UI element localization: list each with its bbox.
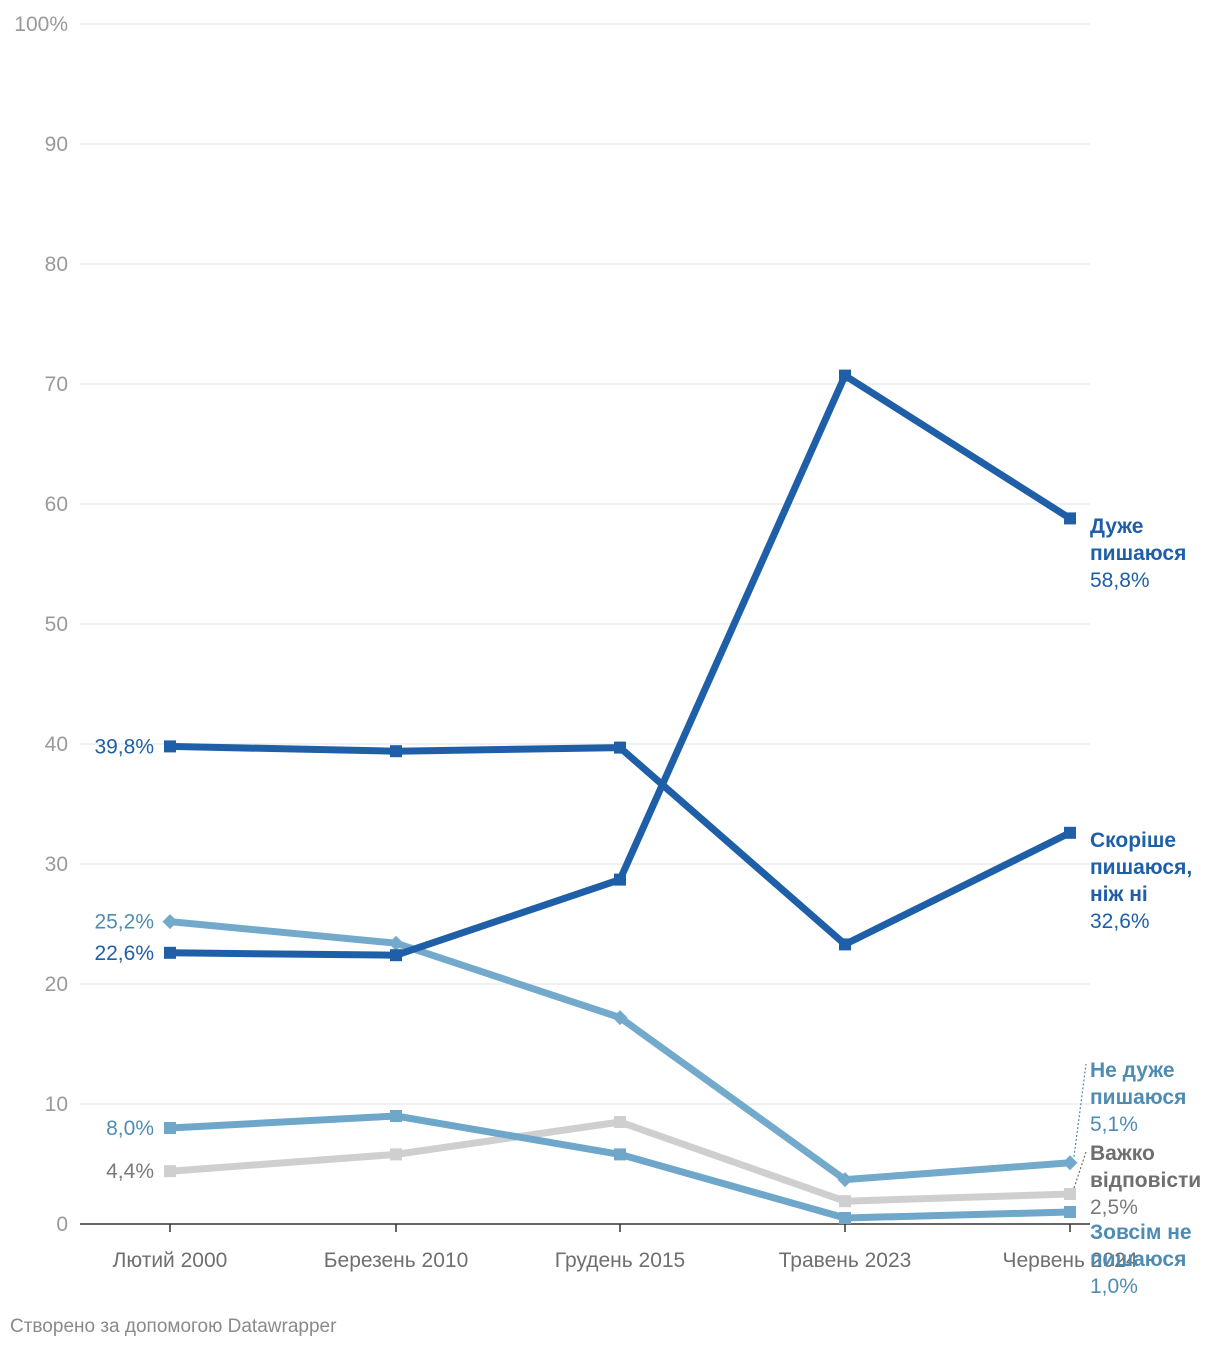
data-point [162,914,178,930]
series-2 [162,914,1078,1188]
grid-lines [80,23,1090,1225]
series-0 [164,369,1076,962]
y-tick-label: 10 [45,1093,68,1116]
start-value-label: 25,2% [94,911,154,934]
series-line [166,1112,1074,1222]
data-point [839,1195,851,1208]
end-series-label: Не дуже [1090,1059,1175,1082]
end-value-label: 58,8% [1090,569,1150,592]
y-tick-label: 70 [45,373,68,396]
x-tick-label: Березень 2010 [324,1249,469,1272]
series-line [166,372,1074,959]
data-point [390,1110,402,1122]
series-labels: 22,6% 39,8% 25,2% 8,0% 4,4% Дуже пишаюся 58,8% С… [94,515,1201,1298]
data-point [1064,512,1076,525]
end-series-label: Зовсім не [1090,1221,1192,1244]
x-tick-label: Грудень 2015 [555,1249,685,1272]
y-tick-label: 80 [45,253,68,276]
end-value-label: 2,5% [1090,1196,1138,1219]
y-tick-label: 50 [45,613,68,636]
start-value-label: 22,6% [94,942,154,965]
series-line [166,918,1074,1184]
end-value-label: 1,0% [1090,1275,1138,1298]
data-point [614,1116,626,1128]
series-3 [164,1110,1076,1224]
end-series-label: пишаюся [1090,1086,1186,1109]
data-point [837,1172,853,1188]
data-point [839,1212,851,1224]
data-point [1064,1206,1076,1218]
data-point [164,1165,176,1178]
end-series-label: Дуже [1090,515,1143,538]
y-axis-ticks: 0 10 20 30 40 50 60 70 80 90 100% [14,13,68,1236]
data-point [614,741,626,754]
data-point [164,946,176,959]
y-tick-label: 30 [45,853,68,876]
x-tick-label: Лютий 2000 [113,1249,228,1272]
data-point [390,745,402,758]
end-series-label: відповісти [1090,1169,1201,1192]
series-line [166,1118,1074,1205]
data-point [1062,1155,1078,1171]
x-axis-ticks: Лютий 2000 Березень 2010 Грудень 2015 Траве… [113,1224,1138,1272]
start-value-label: 8,0% [106,1117,154,1140]
data-point [164,1122,176,1134]
y-tick-label: 90 [45,133,68,156]
series-line [166,742,1074,948]
data-point [612,1010,628,1026]
data-point [839,369,851,382]
start-value-label: 4,4% [106,1160,154,1183]
end-series-label: пишаюся, [1090,856,1192,879]
x-tick-label: Травень 2023 [779,1249,912,1272]
start-value-label: 39,8% [94,735,154,758]
data-point [1064,826,1076,839]
end-series-label: Скоріше [1090,829,1176,852]
y-tick-label: 40 [45,733,68,756]
x-tick-label: Червень 2024 [1002,1249,1137,1272]
series-4 [164,1116,1076,1208]
data-point [839,938,851,951]
data-point [390,949,402,962]
end-series-label: Важко [1090,1142,1155,1165]
data-point [614,1148,626,1161]
data-point [614,873,626,886]
label-leader-line [1073,1063,1087,1157]
end-value-label: 5,1% [1090,1113,1138,1136]
y-tick-label: 20 [45,973,68,996]
credit-text: Створено за допомогою Datawrapper [10,1316,337,1337]
data-point [1064,1188,1076,1200]
data-point [388,935,404,951]
y-tick-label: 60 [45,493,68,516]
end-series-label: ніж ні [1090,883,1148,906]
label-leader-line [1073,1151,1087,1189]
data-point [164,740,176,753]
series-1 [164,740,1076,951]
end-value-label: 32,6% [1090,910,1150,933]
end-series-label: пишаюся [1090,542,1186,565]
y-tick-label: 0 [56,1213,68,1236]
data-point [390,1148,402,1161]
series-lines [162,369,1078,1224]
y-tick-label: 100% [14,13,68,36]
end-series-label: пишаюся [1090,1248,1186,1271]
